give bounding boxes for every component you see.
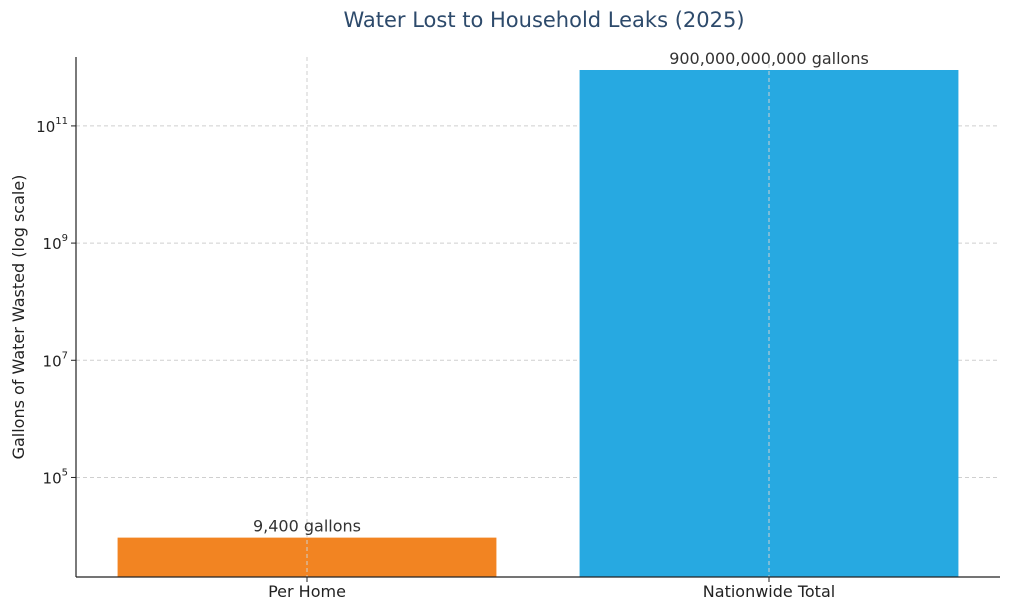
y-tick-label: 1011: [36, 116, 68, 136]
data-label: 9,400 gallons: [253, 517, 361, 536]
chart-title: Water Lost to Household Leaks (2025): [343, 8, 744, 32]
data-labels: 9,400 gallons 900,000,000,000 gallons: [253, 49, 869, 536]
y-tick-label: 107: [43, 350, 68, 370]
x-tick-label: Per Home: [268, 582, 346, 601]
y-tick-label: 105: [43, 467, 68, 487]
y-tick-label: 109: [43, 233, 68, 253]
y-axis-label: Gallons of Water Wasted (log scale): [9, 175, 28, 460]
x-grid: [306, 57, 770, 577]
x-ticks: Per Home Nationwide Total: [268, 577, 835, 601]
x-tick-label: Nationwide Total: [703, 582, 835, 601]
bars: [117, 69, 959, 577]
axes: [75, 57, 1000, 578]
data-label: 900,000,000,000 gallons: [669, 49, 869, 68]
y-ticks: 105 107 109 1011: [36, 116, 76, 487]
